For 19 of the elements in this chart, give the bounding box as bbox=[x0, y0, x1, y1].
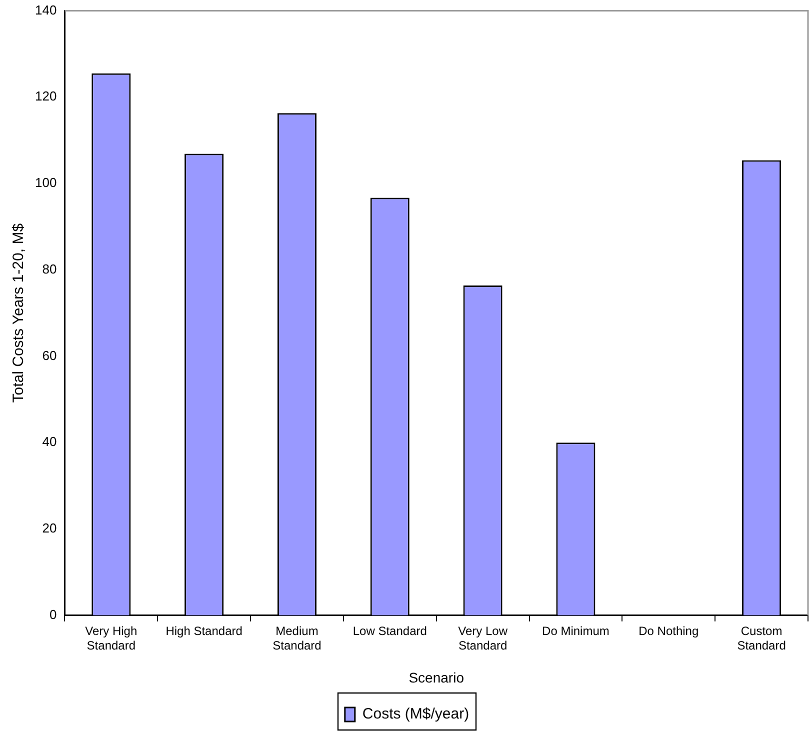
x-tick-label: Very Low Standard bbox=[458, 624, 508, 652]
x-tick-label: Do Nothing bbox=[638, 624, 699, 638]
x-tick-label: High Standard bbox=[166, 624, 242, 638]
y-tick-label: 100 bbox=[34, 175, 57, 190]
x-tick-label: Do Minimum bbox=[542, 624, 610, 638]
y-tick-label: 0 bbox=[49, 606, 57, 622]
y-tick-label: 60 bbox=[42, 348, 57, 363]
x-tick-label: Very High Standard bbox=[85, 624, 138, 652]
y-tick-label: 120 bbox=[34, 88, 57, 104]
y-tick-label: 40 bbox=[42, 434, 57, 450]
y-tick-label: 20 bbox=[42, 520, 57, 536]
y-tick-label: 80 bbox=[42, 261, 57, 276]
x-tick-label: Low Standard bbox=[352, 624, 427, 638]
x-axis-title: Scenario bbox=[408, 669, 464, 686]
y-axis-title: Total Costs Years 1-20, M$ bbox=[10, 222, 28, 403]
legend-label: Costs (M$/year) bbox=[362, 706, 470, 723]
y-tick-label: 140 bbox=[34, 2, 57, 18]
x-tick-label: Custom Standard bbox=[737, 624, 786, 652]
x-tick-label: Medium Standard bbox=[272, 624, 322, 652]
